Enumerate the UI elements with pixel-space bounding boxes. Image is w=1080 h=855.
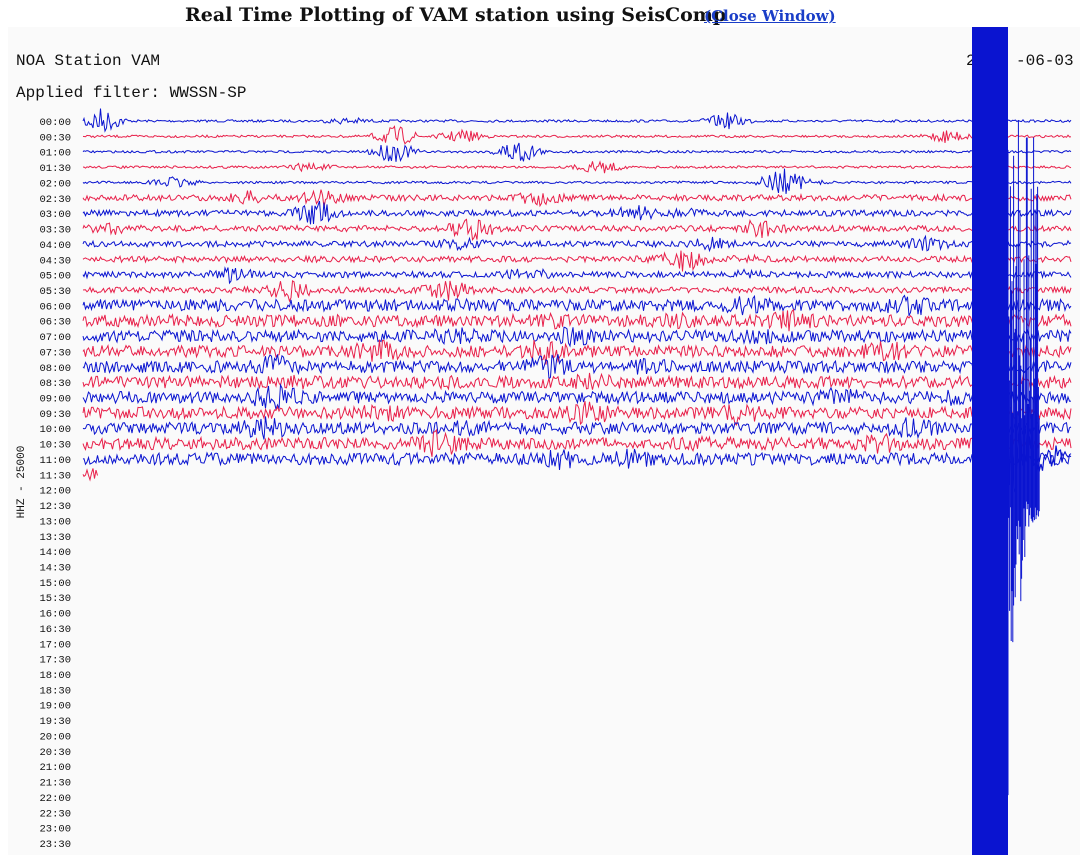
traces (82, 108, 1072, 482)
trace (82, 428, 1072, 457)
time-label: 14:30 (39, 562, 71, 574)
time-label: 11:30 (39, 470, 71, 482)
time-label: 15:30 (39, 593, 71, 605)
saturated-trace (972, 27, 1072, 855)
saturated-block (972, 27, 1008, 855)
trace (82, 168, 1072, 194)
time-label: 06:30 (39, 317, 71, 329)
time-label: 03:00 (39, 209, 71, 221)
time-label: 21:00 (39, 762, 71, 774)
time-label: 23:30 (39, 839, 71, 851)
close-window-link[interactable]: (Close Window) (704, 7, 836, 25)
time-label: 01:30 (39, 163, 71, 175)
trace (82, 372, 1072, 391)
time-label: 11:00 (39, 455, 71, 467)
time-label: 16:30 (39, 624, 71, 636)
trace (82, 294, 1072, 316)
time-label: 16:00 (39, 609, 71, 621)
time-label: 08:30 (39, 378, 71, 390)
time-label: 13:30 (39, 532, 71, 544)
trace (82, 189, 1072, 208)
time-label: 05:00 (39, 271, 71, 283)
trace (82, 354, 1072, 381)
trace (82, 125, 1072, 145)
time-label: 14:00 (39, 547, 71, 559)
trace (82, 339, 1072, 365)
trace (82, 234, 1072, 253)
time-label: 05:30 (39, 286, 71, 298)
trace (82, 160, 1072, 174)
time-label: 20:00 (39, 731, 71, 743)
time-label: 03:30 (39, 225, 71, 237)
trace (82, 383, 1072, 412)
trace (82, 218, 1072, 242)
time-label: 10:00 (39, 424, 71, 436)
date-part: 2 (966, 52, 976, 70)
time-label: 06:00 (39, 301, 71, 313)
trace (82, 108, 1072, 133)
trace (82, 200, 1072, 225)
time-label: 20:30 (39, 747, 71, 759)
filter-label: Applied filter: WWSSN-SP (16, 84, 246, 102)
time-label: 18:00 (39, 670, 71, 682)
time-label: 21:30 (39, 778, 71, 790)
time-label: 02:30 (39, 194, 71, 206)
time-label: 09:00 (39, 394, 71, 406)
trace (82, 326, 1072, 348)
time-label: 17:30 (39, 655, 71, 667)
trace (82, 401, 1072, 426)
time-label: 04:30 (39, 255, 71, 267)
time-label: 01:00 (39, 148, 71, 160)
trace (82, 468, 98, 482)
time-label: 15:00 (39, 578, 71, 590)
time-label: 04:00 (39, 240, 71, 252)
time-label: 13:00 (39, 516, 71, 528)
time-label: 19:00 (39, 701, 71, 713)
trace (82, 142, 1072, 162)
time-label: 12:00 (39, 486, 71, 498)
time-label: 22:30 (39, 808, 71, 820)
time-label: 08:00 (39, 363, 71, 375)
time-label: 23:00 (39, 824, 71, 836)
time-label: 00:30 (39, 132, 71, 144)
time-labels: 00:00 00:30 01:00 01:30 02:00 02:30 03:00 03:30… (39, 117, 71, 851)
trace (82, 250, 1072, 272)
time-label: 02:00 (39, 178, 71, 190)
trace (82, 266, 1072, 285)
trace (82, 416, 1072, 440)
time-label: 22:00 (39, 793, 71, 805)
time-label: 07:00 (39, 332, 71, 344)
time-label: 09:30 (39, 409, 71, 421)
time-label: 17:00 (39, 639, 71, 651)
trace (82, 280, 1072, 303)
date-part: -06-03 (1016, 52, 1074, 70)
time-label: 10:30 (39, 440, 71, 452)
time-label: 18:30 (39, 685, 71, 697)
time-label: 19:30 (39, 716, 71, 728)
page-title: Real Time Plotting of VAM station using … (185, 4, 727, 26)
time-label: 12:30 (39, 501, 71, 513)
trace (82, 448, 1072, 470)
station-label: NOA Station VAM (16, 52, 160, 70)
time-label: 00:00 (39, 117, 71, 129)
trace (82, 308, 1072, 332)
time-label: 07:30 (39, 347, 71, 359)
channel-label: HHZ - 25000 (16, 446, 28, 519)
